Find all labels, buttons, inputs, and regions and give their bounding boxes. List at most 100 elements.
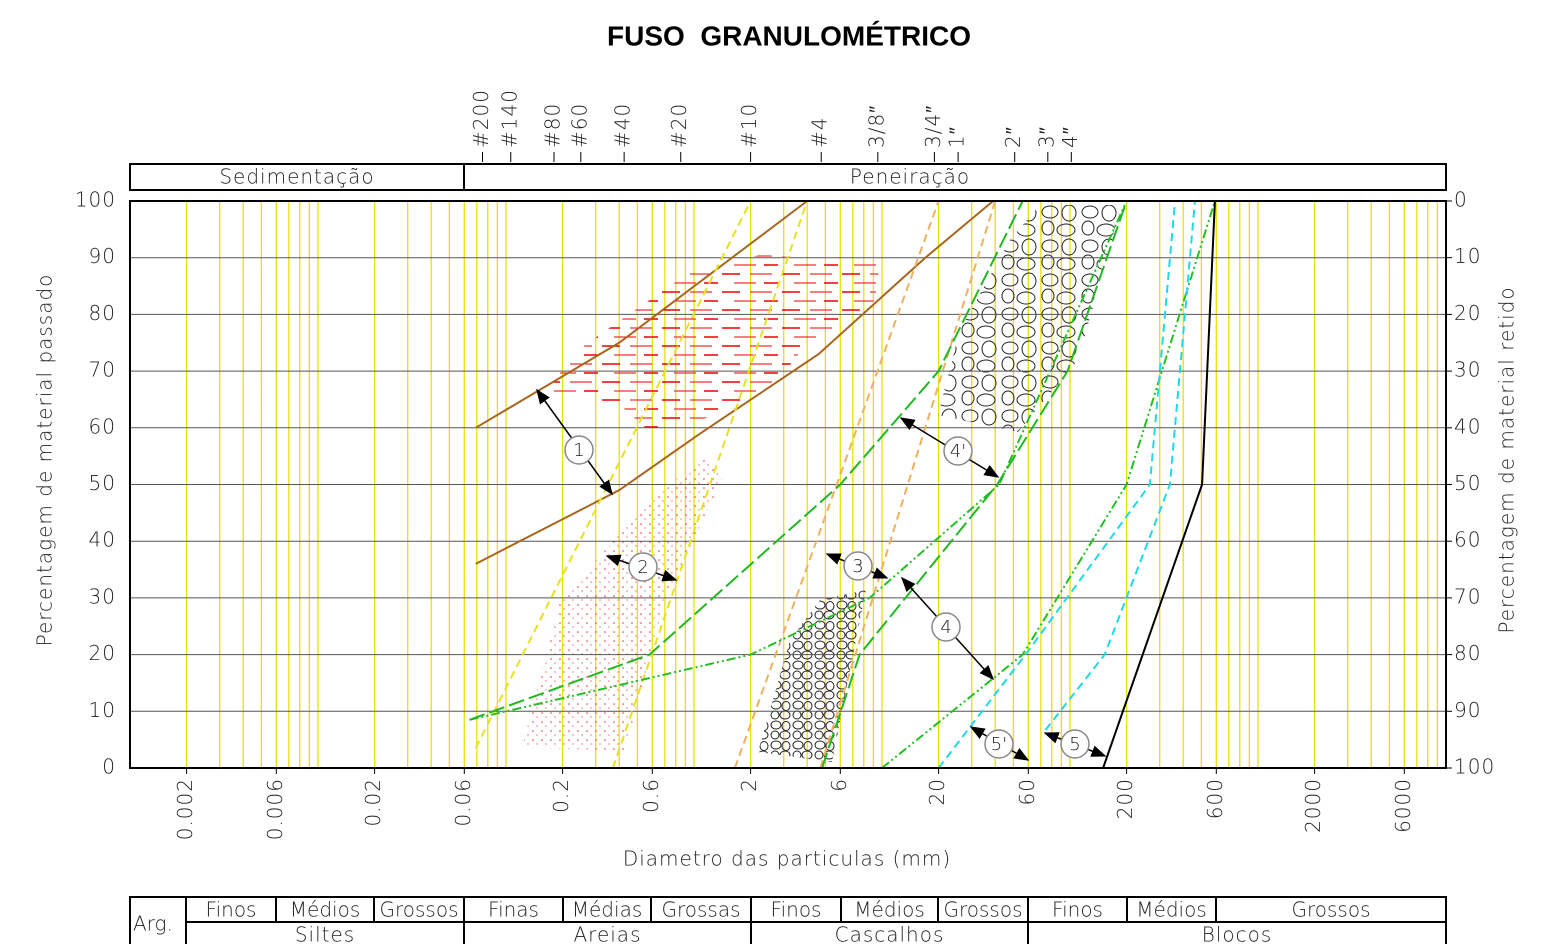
series-line (611, 200, 809, 769)
class-name: Grossos (943, 898, 1022, 922)
class-name: Grossos (1291, 898, 1370, 922)
x2-tick-label: #200 (469, 89, 493, 148)
class-name: Médios (1136, 898, 1206, 922)
annotation-circle (943, 436, 973, 466)
series-line (469, 200, 1128, 721)
y-tick-label: 0 (102, 755, 116, 779)
y-tick-label: 100 (75, 188, 116, 212)
class-group: Areias (573, 923, 641, 944)
annotation-circle (984, 729, 1014, 759)
series-line (881, 200, 1216, 769)
y2-tick-label: 90 (1454, 698, 1481, 722)
y-tick-label: 30 (89, 584, 116, 608)
y-tick-label: 70 (89, 358, 116, 382)
class-label: Arg. (133, 912, 173, 936)
y2-tick-label: 40 (1454, 414, 1481, 438)
y2-tick-label: 50 (1454, 471, 1481, 495)
x2-tick-label: 4″ (1058, 126, 1082, 148)
y-tick-label: 80 (89, 301, 116, 325)
silt-pattern (522, 455, 722, 750)
x2-tick-label: #140 (497, 89, 521, 148)
annotation-circle (1060, 729, 1090, 759)
x-axis-title: Diametro das particulas (mm) (623, 847, 951, 871)
series-line (475, 200, 808, 429)
y2-tick-label: 30 (1454, 358, 1481, 382)
y-tick-label: 90 (89, 244, 116, 268)
series-line (1044, 200, 1196, 731)
class-name: Médios (290, 898, 360, 922)
y-tick-label: 10 (89, 698, 116, 722)
series-line (733, 200, 940, 769)
y-tick-label: 20 (89, 641, 116, 665)
x-tick-label: 20 (925, 778, 949, 805)
x2-tick-label: 3/4″ (921, 105, 945, 148)
class-group: Cascalhos (835, 923, 945, 944)
x-tick-label: 200 (1113, 778, 1137, 819)
x2-tick-label: 2″ (1001, 126, 1025, 148)
y2-axis-title: Percentagem de material retido (1495, 286, 1519, 633)
gravel-pattern (938, 205, 1120, 432)
annotation-circle (843, 551, 873, 581)
soil-patterns (522, 205, 1120, 762)
class-name: Grossas (661, 898, 740, 922)
y-tick-label: 60 (89, 414, 116, 438)
annotation-label: 2 (637, 557, 648, 578)
y2-tick-label: 80 (1454, 641, 1481, 665)
x-tick-label: 0.02 (361, 778, 385, 827)
y2-tick-label: 100 (1454, 755, 1495, 779)
annotation-label: 5 (1069, 734, 1080, 755)
y-axis-title: Percentagem de material passado (33, 274, 57, 647)
series-line (475, 200, 994, 565)
x-tick-label: 0.2 (549, 778, 573, 813)
x-tick-label: 2000 (1301, 778, 1325, 833)
class-group: Blocos (1202, 923, 1273, 944)
x2-tick-label: #4 (808, 117, 832, 148)
class-name: Finos (206, 898, 257, 922)
annotation-circle (564, 435, 594, 465)
x-tick-label: 0.06 (451, 778, 475, 827)
x-tick-label: 60 (1015, 778, 1039, 805)
series-line (474, 200, 752, 749)
header-box (129, 163, 1447, 191)
annotation-label: 5' (991, 734, 1007, 755)
x-tick-label: 2 (737, 778, 761, 792)
annotation-circle (628, 552, 658, 582)
x-tick-label: 0.006 (263, 778, 287, 840)
class-name: Médios (854, 898, 924, 922)
x-tick-label: 6 (827, 778, 851, 792)
x2-tick-label: 3/8″ (864, 105, 888, 148)
x2-tick-label: #60 (567, 103, 591, 148)
series-line (1102, 200, 1216, 769)
series-line (469, 200, 1024, 721)
y2-tick-label: 10 (1454, 244, 1481, 268)
header-label: Sedimentação (219, 165, 374, 189)
clay-pattern (545, 255, 880, 432)
x2-tick-label: #80 (540, 103, 564, 148)
chart-title: FUSO GRANULOMÉTRICO (607, 20, 971, 51)
header-label: Peneiração (850, 165, 970, 189)
class-name: Finos (771, 898, 822, 922)
x-tick-label: 600 (1203, 778, 1227, 819)
y-tick-label: 40 (89, 528, 116, 552)
gravel-pattern (758, 590, 866, 762)
x2-tick-label: #40 (611, 103, 635, 148)
x-tick-label: 6000 (1391, 778, 1415, 833)
x2-tick-label: #10 (737, 103, 761, 148)
class-name: Grossos (379, 898, 458, 922)
y2-tick-label: 20 (1454, 301, 1481, 325)
y2-tick-label: 0 (1454, 188, 1468, 212)
plot-frame (129, 200, 1447, 769)
annotation-label: 3 (852, 556, 863, 577)
y2-tick-label: 70 (1454, 584, 1481, 608)
x-tick-label: 0.002 (173, 778, 197, 840)
x2-tick-label: 1″ (945, 126, 969, 148)
class-name: Finos (1052, 898, 1103, 922)
y-tick-label: 50 (89, 471, 116, 495)
series-line (819, 200, 997, 769)
x2-tick-label: #20 (667, 103, 691, 148)
class-name: Médias (572, 898, 643, 922)
series-line (937, 200, 1177, 769)
x2-tick-label: 3″ (1034, 126, 1058, 148)
class-group: Siltes (295, 923, 355, 944)
